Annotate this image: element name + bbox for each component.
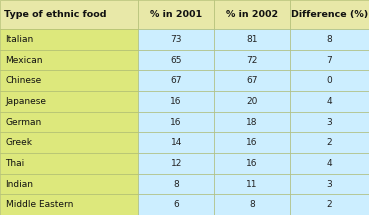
Bar — [138, 70, 214, 91]
Text: 73: 73 — [170, 35, 182, 44]
Bar — [0, 0, 138, 29]
Text: 12: 12 — [170, 159, 182, 168]
Bar — [290, 50, 369, 70]
Bar — [290, 29, 369, 50]
Bar — [214, 153, 290, 174]
Bar — [290, 174, 369, 194]
Bar — [138, 112, 214, 132]
Bar — [0, 29, 138, 50]
Text: 72: 72 — [246, 55, 258, 64]
Bar — [138, 91, 214, 112]
Bar — [0, 194, 138, 215]
Bar — [138, 50, 214, 70]
Bar — [138, 29, 214, 50]
Text: 8: 8 — [249, 200, 255, 209]
Bar — [290, 132, 369, 153]
Text: 20: 20 — [246, 97, 258, 106]
Text: 16: 16 — [170, 118, 182, 126]
Text: 6: 6 — [173, 200, 179, 209]
Text: German: German — [6, 118, 42, 126]
Text: 67: 67 — [170, 76, 182, 85]
Bar — [0, 132, 138, 153]
Text: Middle Eastern: Middle Eastern — [6, 200, 73, 209]
Text: Mexican: Mexican — [6, 55, 43, 64]
Bar — [214, 112, 290, 132]
Text: Indian: Indian — [6, 180, 34, 189]
Bar — [0, 50, 138, 70]
Text: Type of ethnic food: Type of ethnic food — [4, 10, 107, 19]
Text: 3: 3 — [327, 180, 332, 189]
Bar — [214, 194, 290, 215]
Text: 7: 7 — [327, 55, 332, 64]
Text: 0: 0 — [327, 76, 332, 85]
Bar — [0, 91, 138, 112]
Bar — [290, 194, 369, 215]
Text: 81: 81 — [246, 35, 258, 44]
Bar — [214, 29, 290, 50]
Bar — [290, 0, 369, 29]
Text: 4: 4 — [327, 159, 332, 168]
Bar — [290, 153, 369, 174]
Text: 11: 11 — [246, 180, 258, 189]
Bar — [138, 174, 214, 194]
Text: 65: 65 — [170, 55, 182, 64]
Text: 4: 4 — [327, 97, 332, 106]
Text: Thai: Thai — [6, 159, 25, 168]
Bar — [290, 70, 369, 91]
Text: 16: 16 — [246, 138, 258, 147]
Bar — [138, 0, 214, 29]
Text: 18: 18 — [246, 118, 258, 126]
Bar — [290, 112, 369, 132]
Bar — [214, 70, 290, 91]
Text: 8: 8 — [173, 180, 179, 189]
Bar — [138, 153, 214, 174]
Bar — [214, 174, 290, 194]
Bar — [214, 50, 290, 70]
Text: 67: 67 — [246, 76, 258, 85]
Text: 16: 16 — [170, 97, 182, 106]
Text: Japanese: Japanese — [6, 97, 46, 106]
Text: 2: 2 — [327, 200, 332, 209]
Bar — [0, 112, 138, 132]
Text: 14: 14 — [170, 138, 182, 147]
Bar — [214, 91, 290, 112]
Text: % in 2002: % in 2002 — [226, 10, 278, 19]
Text: % in 2001: % in 2001 — [150, 10, 202, 19]
Text: 16: 16 — [246, 159, 258, 168]
Text: Difference (%): Difference (%) — [291, 10, 368, 19]
Text: 3: 3 — [327, 118, 332, 126]
Text: 8: 8 — [327, 35, 332, 44]
Text: Italian: Italian — [6, 35, 34, 44]
Text: Chinese: Chinese — [6, 76, 42, 85]
Bar — [214, 132, 290, 153]
Bar — [290, 91, 369, 112]
Bar — [214, 0, 290, 29]
Bar — [138, 194, 214, 215]
Text: 2: 2 — [327, 138, 332, 147]
Bar — [138, 132, 214, 153]
Bar — [0, 153, 138, 174]
Bar — [0, 174, 138, 194]
Text: Greek: Greek — [6, 138, 32, 147]
Bar — [0, 70, 138, 91]
